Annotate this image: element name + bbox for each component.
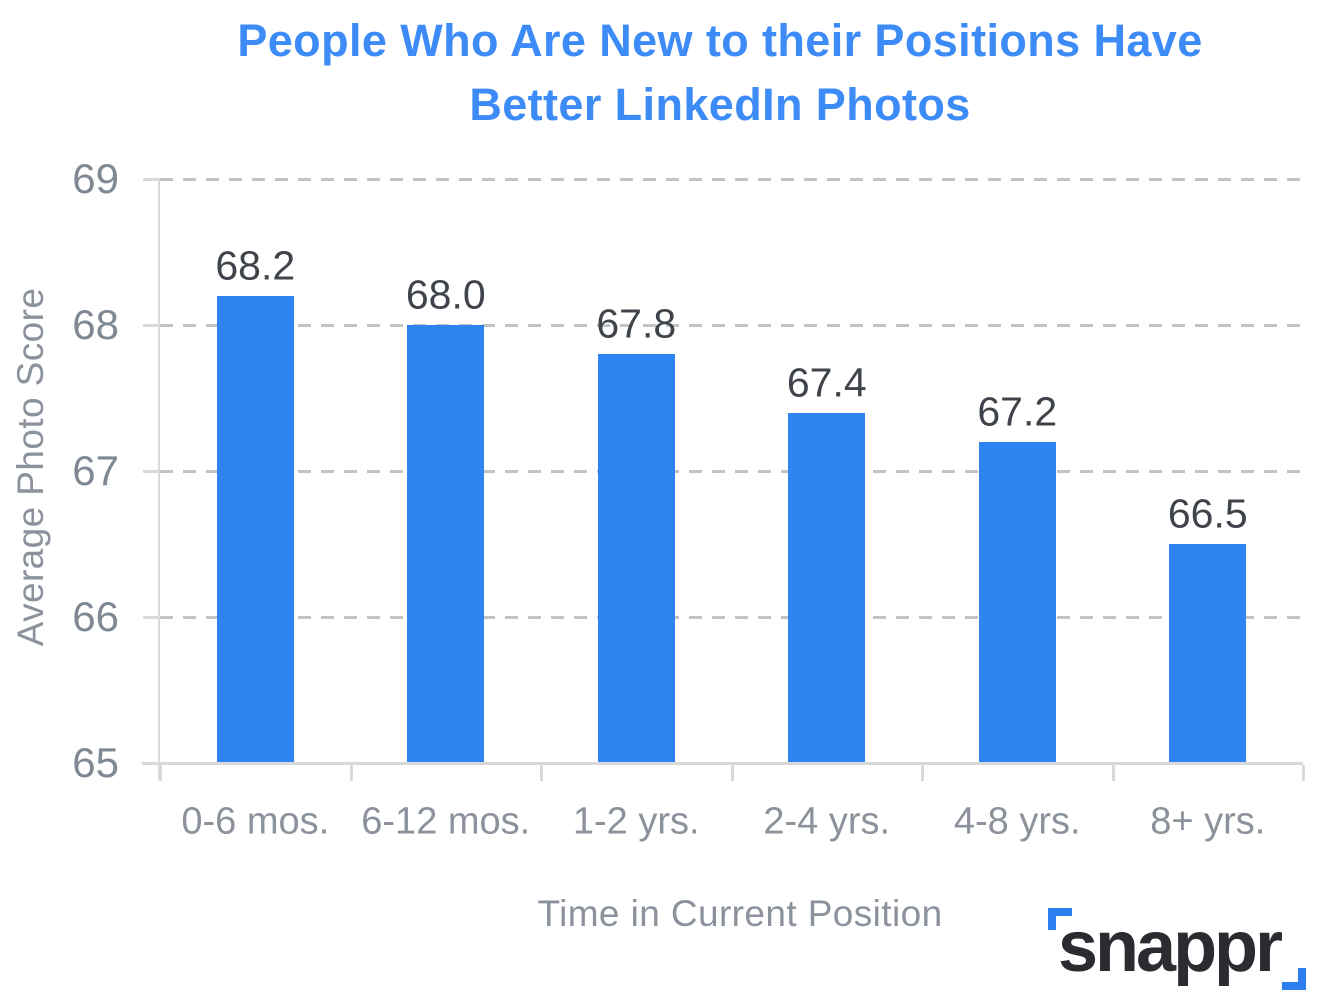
snappr-logo: snappr: [1042, 900, 1308, 994]
bar-value-label: 68.2: [215, 242, 296, 289]
x-tick-6: [1302, 765, 1305, 781]
bar-value-label: 66.5: [1167, 490, 1248, 537]
bar-value-label: 67.8: [596, 300, 677, 347]
x-tick-4: [921, 765, 924, 781]
y-tick-label-66: 66: [72, 593, 119, 640]
gridline-66: [160, 616, 1303, 619]
chart-title-line-1: People Who Are New to their Positions Ha…: [237, 15, 1203, 66]
x-tick-1: [349, 765, 353, 781]
bar-8+ yrs.: [1169, 544, 1247, 764]
y-tick-67: [143, 470, 160, 473]
bar-0-6 mos.: [216, 295, 294, 764]
chart-title: People Who Are New to their Positions Ha…: [130, 9, 1310, 137]
x-tick-label: 4-8 yrs.: [953, 800, 1081, 843]
x-tick-label: 8+ yrs.: [1150, 800, 1266, 843]
y-axis-line: [158, 179, 160, 780]
bar-value-label: 68.0: [405, 271, 486, 318]
logo-corner-bracket-topleft-icon: [1048, 908, 1072, 930]
x-tick-label: 0-6 mos.: [181, 800, 330, 843]
x-axis-line: [142, 762, 1303, 765]
bar-2-4 yrs.: [788, 412, 866, 764]
y-tick-68: [143, 324, 160, 327]
chart-title-line-2: Better LinkedIn Photos: [469, 79, 971, 130]
x-axis-title: Time in Current Position: [537, 893, 943, 934]
x-tick-5: [1111, 765, 1115, 781]
bar-4-8 yrs.: [978, 441, 1056, 764]
logo-corner-bracket-bottomright-icon: [1282, 968, 1306, 990]
bar-6-12 mos.: [407, 325, 485, 764]
bar-1-2 yrs.: [597, 354, 675, 764]
y-tick-label-68: 68: [72, 301, 119, 348]
y-tick-66: [143, 616, 160, 619]
bar-value-label: 67.2: [977, 388, 1058, 435]
bar-value-label: 67.4: [786, 359, 867, 406]
logo-wordmark: snappr: [1058, 907, 1283, 987]
y-tick-label-69: 69: [72, 155, 119, 202]
y-tick-label-67: 67: [72, 447, 119, 494]
gridline-69: [160, 178, 1303, 181]
x-tick-0: [159, 765, 162, 781]
y-tick-69: [143, 178, 160, 181]
x-tick-label: 2-4 yrs.: [763, 800, 891, 843]
y-tick-label-65: 65: [72, 739, 119, 786]
x-tick-2: [540, 765, 543, 781]
x-tick-3: [730, 765, 734, 781]
x-tick-label: 6-12 mos.: [361, 800, 531, 843]
gridline-68: [160, 324, 1303, 327]
gridline-67: [160, 470, 1303, 473]
x-tick-label: 1-2 yrs.: [572, 800, 700, 843]
